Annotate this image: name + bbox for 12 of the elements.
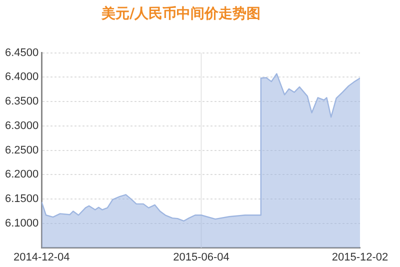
x-tick-label: 2015-06-04 bbox=[173, 251, 230, 264]
chart-title: 美元/人民币中间价走势图 bbox=[100, 5, 261, 22]
y-tick-label: 6.3500 bbox=[4, 96, 39, 108]
y-tick-label: 6.1000 bbox=[4, 217, 39, 230]
y-tick-label: 6.4500 bbox=[4, 46, 39, 59]
y-tick-label: 6.2500 bbox=[4, 144, 39, 156]
y-tick-label: 6.1500 bbox=[4, 193, 39, 206]
x-tick-label: 2014-12-04 bbox=[14, 251, 70, 264]
x-tick-label: 2015-12-02 bbox=[332, 251, 388, 264]
y-tick-label: 6.3000 bbox=[4, 120, 39, 132]
y-tick-label: 6.4000 bbox=[4, 71, 39, 84]
y-tick-label: 6.2000 bbox=[4, 168, 39, 181]
